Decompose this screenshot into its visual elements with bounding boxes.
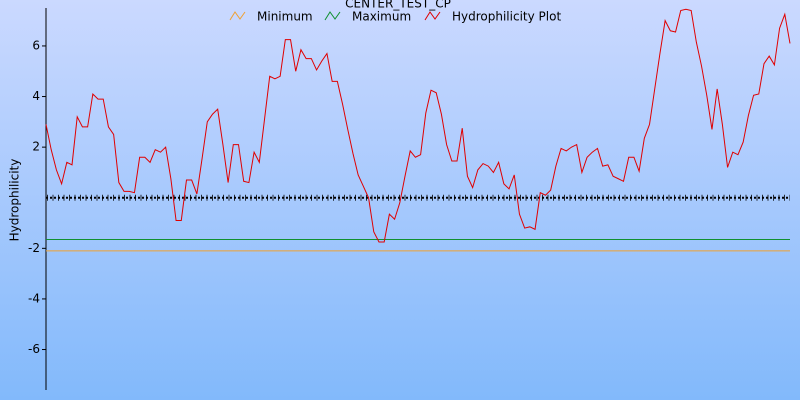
y-axis-label: Hydrophilicity: [8, 159, 22, 242]
legend-label: Maximum: [352, 10, 411, 24]
legend-label: Hydrophilicity Plot: [452, 10, 561, 24]
legend-icon: [324, 11, 341, 21]
y-tick-label: -4: [28, 291, 40, 305]
chart-title: CENTER_TEST_CP: [345, 0, 451, 11]
y-tick-label: 6: [32, 38, 40, 52]
legend-icon: [424, 11, 441, 21]
legend-icon: [229, 11, 246, 21]
y-tick-label: -6: [28, 342, 40, 356]
legend-label: Minimum: [257, 10, 313, 24]
y-tick-label: 2: [32, 140, 40, 154]
y-tick-label: -2: [28, 241, 40, 255]
y-tick-label: 4: [32, 89, 40, 103]
data-line: [45, 8, 791, 243]
